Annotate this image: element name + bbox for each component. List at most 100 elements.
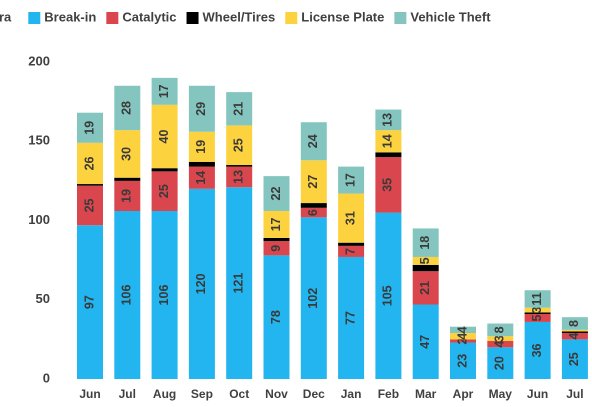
bar-segment — [300, 217, 327, 379]
bar-segment — [263, 255, 290, 379]
bar-segment — [375, 157, 402, 213]
data-label: 29 — [194, 102, 208, 116]
bar-segment — [226, 125, 253, 166]
bar-segment — [300, 207, 327, 218]
data-label: 25 — [231, 138, 245, 152]
data-label: 17 — [157, 84, 171, 98]
data-label: 36 — [530, 343, 544, 357]
data-label: 106 — [120, 285, 134, 306]
legend-swatch — [28, 12, 41, 24]
legend-label: Wheel/Tires — [203, 9, 276, 24]
bar-segment — [450, 333, 476, 340]
data-label: 35 — [381, 178, 395, 192]
bar-segment — [412, 304, 439, 379]
bar-segment — [226, 187, 253, 379]
bar-segment — [375, 130, 402, 153]
data-label: 2 — [455, 337, 469, 344]
bar-segment — [375, 212, 402, 379]
data-label: 47 — [418, 335, 432, 349]
bar-segment — [77, 185, 103, 226]
bar-segment — [114, 177, 141, 181]
x-tick-label: Feb — [378, 387, 399, 401]
bar-segment — [300, 122, 327, 161]
bar-segment — [487, 340, 514, 348]
bar-segment — [188, 166, 215, 189]
legend-label: License Plate — [301, 9, 384, 24]
data-label: 21 — [231, 102, 245, 116]
data-label: 5 — [418, 257, 432, 264]
bar-segment — [226, 166, 253, 188]
bar-segment — [524, 312, 551, 315]
bar-segment — [151, 104, 178, 169]
data-label: 20 — [493, 356, 507, 370]
data-label: 14 — [381, 134, 395, 148]
data-label: 4 — [493, 341, 507, 348]
data-label: 21 — [418, 281, 432, 295]
x-tick-label: May — [489, 387, 513, 401]
data-label: 7 — [343, 248, 357, 255]
x-tick-label: Jan — [341, 387, 362, 401]
data-label: 19 — [120, 189, 134, 203]
legend-label: Catalytic — [122, 9, 176, 24]
bar-segment — [524, 307, 551, 313]
data-label: 25 — [157, 184, 171, 198]
data-label: 8 — [567, 320, 581, 327]
bar-segment — [487, 336, 514, 341]
data-label: 97 — [82, 295, 96, 309]
bar-segment — [188, 85, 215, 132]
bar-segment — [561, 317, 588, 330]
legend-label: Vehicle Theft — [410, 9, 491, 24]
data-label: 4 — [455, 333, 469, 340]
data-label: 6 — [306, 209, 320, 216]
bar-segment — [487, 323, 514, 337]
y-tick-label: 50 — [36, 291, 50, 306]
bar-segment — [338, 256, 365, 379]
bar-segment — [524, 314, 551, 322]
bar-segment — [188, 188, 215, 379]
bar-segment — [226, 165, 253, 167]
data-label: 24 — [306, 134, 320, 148]
bar-segment — [338, 193, 365, 243]
bar-segment — [375, 152, 402, 158]
data-label: 19 — [194, 140, 208, 154]
data-label: 102 — [306, 288, 320, 309]
bar-segment — [450, 342, 476, 379]
bar-segment — [188, 131, 215, 162]
legend-swatch — [186, 12, 199, 24]
bar-segment — [263, 210, 290, 238]
data-label: 4 — [455, 326, 469, 333]
bar-segment — [77, 225, 103, 379]
data-label: 17 — [269, 217, 283, 231]
bar-segment — [151, 171, 178, 211]
bar-segment — [114, 85, 141, 131]
y-tick-label: 150 — [28, 133, 50, 148]
bar-segment — [338, 242, 365, 246]
x-tick-label: Dec — [303, 387, 325, 401]
data-label: 31 — [343, 211, 357, 225]
x-tick-label: Jul — [566, 387, 583, 401]
x-tick-label: Jun — [527, 387, 548, 401]
data-label: 106 — [157, 285, 171, 306]
data-label: 40 — [157, 129, 171, 143]
bar-segment — [524, 321, 551, 379]
bar-segment — [561, 339, 588, 379]
x-tick-label: Nov — [265, 387, 288, 401]
data-label: 3 — [493, 335, 507, 342]
data-label: 9 — [269, 245, 283, 252]
legend-swatch — [394, 12, 407, 24]
data-label: 4 — [567, 333, 581, 340]
data-label: 13 — [231, 170, 245, 184]
legend-label: Break-in — [44, 9, 96, 24]
data-label: 14 — [194, 171, 208, 185]
data-label: 17 — [343, 173, 357, 187]
data-label: 26 — [82, 156, 96, 170]
x-tick-label: Sep — [191, 387, 213, 401]
legend-label: ra — [0, 9, 12, 24]
bar-segment — [487, 347, 514, 379]
data-label: 27 — [306, 175, 320, 189]
legend-swatch — [285, 12, 298, 24]
bar-segment — [338, 245, 365, 257]
bar-segment — [77, 184, 103, 186]
bar-segment — [375, 109, 402, 131]
